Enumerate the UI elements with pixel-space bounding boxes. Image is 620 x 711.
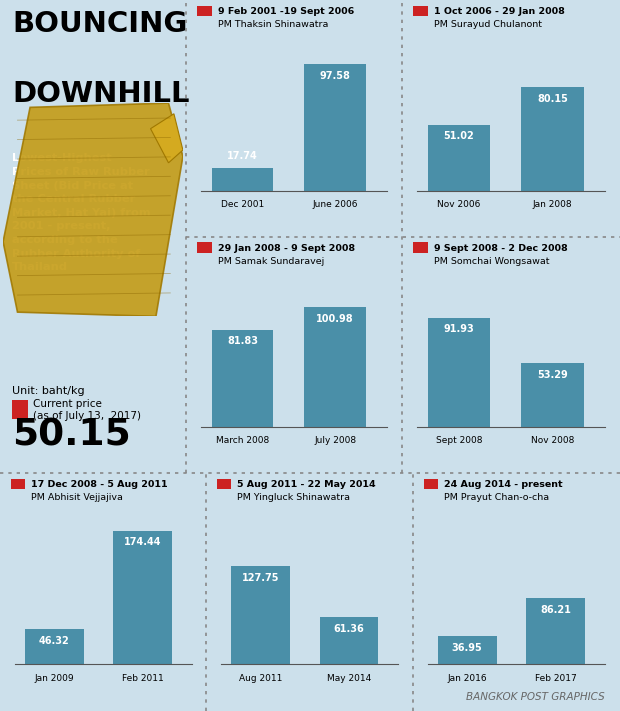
Bar <box>521 363 584 427</box>
Text: 46.32: 46.32 <box>38 636 69 646</box>
Text: Dec 2001: Dec 2001 <box>221 200 264 208</box>
Text: PM Somchai Wongsawat: PM Somchai Wongsawat <box>434 257 549 266</box>
Text: PM Prayut Chan-o-cha: PM Prayut Chan-o-cha <box>443 493 549 502</box>
Text: Nov 2006: Nov 2006 <box>437 200 480 208</box>
Text: Lowest-Highest
Prices of Raw Rubber
Sheet (Bid Price at
the Central Rubber
Marke: Lowest-Highest Prices of Raw Rubber Shee… <box>12 154 151 272</box>
Bar <box>413 6 428 16</box>
Polygon shape <box>151 114 183 163</box>
Text: Unit: baht/kg: Unit: baht/kg <box>12 386 84 396</box>
Text: BOUNCING: BOUNCING <box>12 10 187 38</box>
Text: BANGKOK POST GRAPHICS: BANGKOK POST GRAPHICS <box>466 693 604 702</box>
Bar <box>424 479 438 488</box>
Bar <box>521 87 584 191</box>
Bar <box>211 168 273 191</box>
Text: 17 Dec 2008 - 5 Aug 2011: 17 Dec 2008 - 5 Aug 2011 <box>30 480 167 488</box>
Text: Nov 2008: Nov 2008 <box>531 436 574 444</box>
Text: 9 Sept 2008 - 2 Dec 2008: 9 Sept 2008 - 2 Dec 2008 <box>434 244 567 252</box>
Text: 100.98: 100.98 <box>316 314 354 324</box>
Text: PM Surayud Chulanont: PM Surayud Chulanont <box>434 21 542 29</box>
Text: May 2014: May 2014 <box>327 673 371 683</box>
Text: 174.44: 174.44 <box>124 538 161 547</box>
Text: 61.36: 61.36 <box>334 624 365 634</box>
Bar <box>197 242 211 252</box>
Text: 81.83: 81.83 <box>227 336 258 346</box>
Text: 24 Aug 2014 - present: 24 Aug 2014 - present <box>443 480 562 488</box>
Bar <box>319 617 378 665</box>
Bar <box>413 242 428 252</box>
Text: Aug 2011: Aug 2011 <box>239 673 282 683</box>
Text: Current price
(as of July 13,  2017): Current price (as of July 13, 2017) <box>33 399 141 421</box>
Text: Jan 2016: Jan 2016 <box>448 673 487 683</box>
Text: June 2006: June 2006 <box>312 200 358 208</box>
Bar <box>428 318 490 427</box>
Bar <box>25 629 84 665</box>
Text: PM Thaksin Shinawatra: PM Thaksin Shinawatra <box>218 21 328 29</box>
Text: PM Yingluck Shinawatra: PM Yingluck Shinawatra <box>237 493 350 502</box>
Text: PM Abhisit Vejjajiva: PM Abhisit Vejjajiva <box>30 493 122 502</box>
Text: July 2008: July 2008 <box>314 436 356 444</box>
Bar <box>11 479 25 488</box>
Bar <box>218 479 231 488</box>
Polygon shape <box>3 103 183 316</box>
Text: DOWNHILL: DOWNHILL <box>12 80 190 107</box>
Text: 36.95: 36.95 <box>452 643 482 653</box>
Text: 50.15: 50.15 <box>12 417 131 454</box>
Bar <box>438 636 497 665</box>
Text: 127.75: 127.75 <box>242 573 279 583</box>
Text: Feb 2017: Feb 2017 <box>535 673 577 683</box>
Text: Feb 2011: Feb 2011 <box>122 673 164 683</box>
Bar <box>12 400 28 419</box>
Text: 29 Jan 2008 - 9 Sept 2008: 29 Jan 2008 - 9 Sept 2008 <box>218 244 355 252</box>
Text: 53.29: 53.29 <box>537 370 568 380</box>
Text: 9 Feb 2001 -19 Sept 2006: 9 Feb 2001 -19 Sept 2006 <box>218 7 354 16</box>
Text: Jan 2009: Jan 2009 <box>34 673 74 683</box>
Bar <box>231 567 290 665</box>
Text: 5 Aug 2011 - 22 May 2014: 5 Aug 2011 - 22 May 2014 <box>237 480 376 488</box>
Bar <box>197 6 211 16</box>
Text: 1 Oct 2006 - 29 Jan 2008: 1 Oct 2006 - 29 Jan 2008 <box>434 7 565 16</box>
Text: PM Samak Sundaravej: PM Samak Sundaravej <box>218 257 324 266</box>
Bar <box>211 330 273 427</box>
Text: 97.58: 97.58 <box>320 71 350 81</box>
Text: 51.02: 51.02 <box>443 132 474 141</box>
Bar <box>113 530 172 665</box>
Bar <box>304 64 366 191</box>
Text: 91.93: 91.93 <box>443 324 474 334</box>
Text: Sept 2008: Sept 2008 <box>435 436 482 444</box>
Text: 17.74: 17.74 <box>227 151 258 161</box>
Text: 80.15: 80.15 <box>537 94 568 104</box>
Text: Jan 2008: Jan 2008 <box>533 200 572 208</box>
Bar <box>428 124 490 191</box>
Text: 86.21: 86.21 <box>541 605 571 615</box>
Text: March 2008: March 2008 <box>216 436 269 444</box>
Bar <box>304 307 366 427</box>
Bar <box>526 598 585 665</box>
